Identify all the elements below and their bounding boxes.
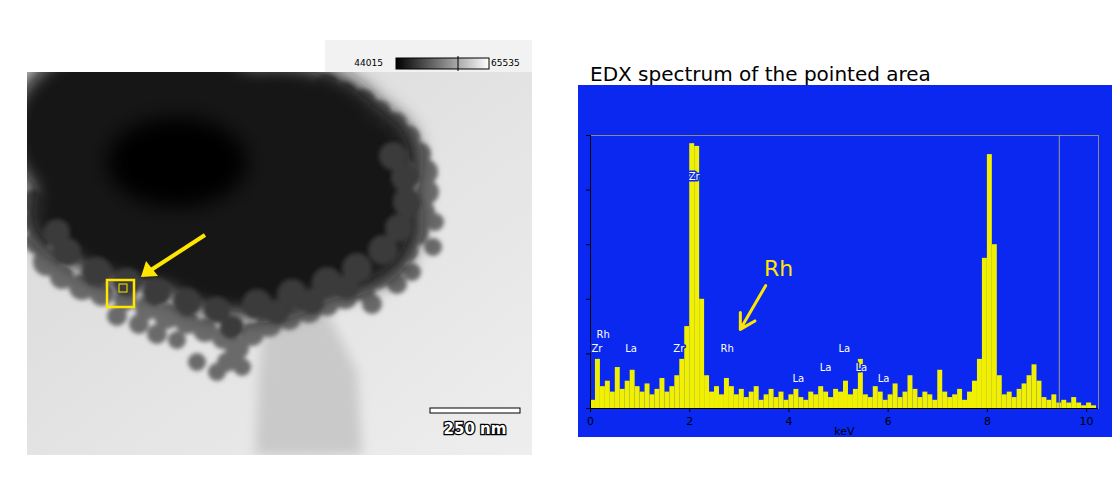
svg-text:keV: keV [834, 425, 855, 438]
svg-text:Rh: Rh [720, 343, 733, 354]
html-text:EDX spectrum of the pointed ar: EDX spectrum of the pointed area [590, 62, 931, 86]
svg-text:8: 8 [984, 415, 991, 428]
svg-text:Rh: Rh [764, 256, 793, 281]
svg-text:La: La [839, 343, 851, 354]
svg-text:44015: 44015 [354, 58, 383, 68]
svg-text:Zr: Zr [689, 171, 701, 182]
svg-text:4: 4 [785, 415, 792, 428]
svg-text:La: La [625, 343, 637, 354]
svg-text:Zr: Zr [591, 343, 603, 354]
svg-text:La: La [878, 373, 890, 384]
svg-text:La: La [855, 362, 867, 373]
svg-text:Zr: Zr [673, 343, 685, 354]
svg-text:0: 0 [587, 415, 594, 428]
svg-text:2: 2 [686, 415, 693, 428]
svg-text:65535: 65535 [491, 58, 520, 68]
svg-text:6: 6 [885, 415, 892, 428]
svg-text:250 nm: 250 nm [444, 420, 507, 438]
svg-text:Rh: Rh [596, 329, 609, 340]
svg-text:La: La [792, 373, 804, 384]
svg-text:10: 10 [1080, 415, 1094, 428]
svg-text:La: La [820, 362, 832, 373]
